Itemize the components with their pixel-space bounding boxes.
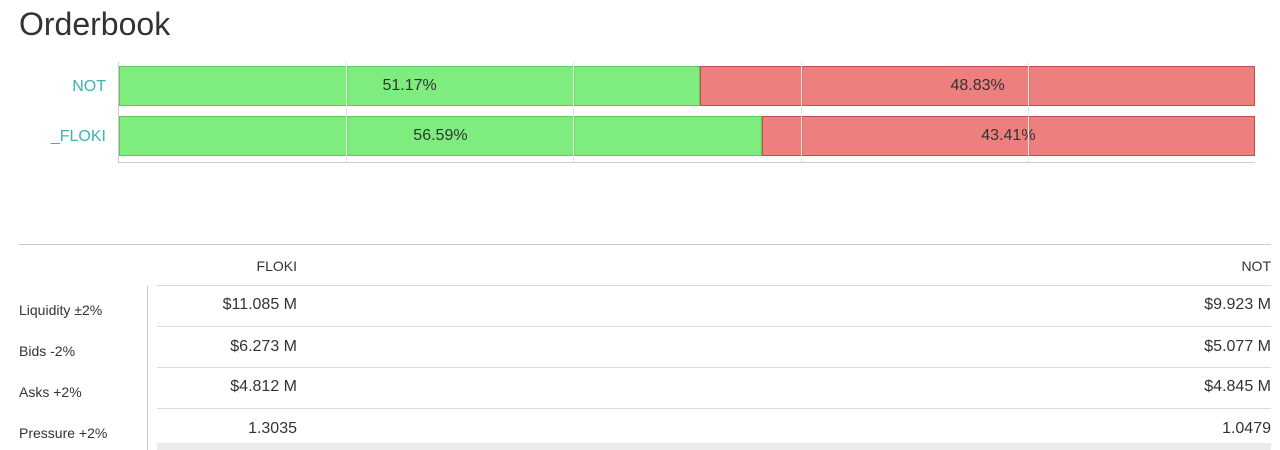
horizontal-scrollbar[interactable] — [157, 443, 1271, 450]
category-label-not: NOT — [72, 78, 106, 95]
cell-not-asks: $4.845 M — [1204, 378, 1271, 395]
chart-gridline — [1027, 62, 1029, 162]
row-label-pressure: Pressure +2% — [19, 425, 108, 441]
chart-gridline — [346, 62, 348, 162]
cell-not-pressure: 1.0479 — [1222, 420, 1271, 437]
table-vertical-divider — [147, 286, 148, 450]
bar-label: 51.17% — [382, 77, 437, 94]
bar-bid-not[interactable]: 51.17% — [119, 66, 701, 106]
bar-bid-floki[interactable]: 56.59% — [119, 116, 762, 156]
row-divider — [157, 326, 1271, 327]
cell-floki-bids: $6.273 M — [230, 338, 297, 355]
column-header-floki: FLOKI — [256, 258, 297, 274]
cell-not-liquidity: $9.923 M — [1204, 296, 1271, 313]
bar-gridline — [1028, 67, 1030, 105]
row-divider — [157, 285, 1271, 286]
cell-floki-pressure: 1.3035 — [248, 420, 297, 437]
row-label-liquidity: Liquidity ±2% — [19, 302, 103, 318]
row-divider — [157, 408, 1271, 409]
table-divider — [19, 244, 1271, 245]
bar-gridline — [801, 117, 803, 155]
row-label-asks: Asks +2% — [19, 384, 82, 400]
row-label-bids: Bids -2% — [19, 343, 76, 359]
bar-ask-floki[interactable]: 43.41% — [761, 116, 1255, 156]
chart-gridline — [573, 62, 575, 162]
bar-label: 43.41% — [981, 127, 1036, 144]
bar-label: 48.83% — [950, 77, 1005, 94]
cell-floki-liquidity: $11.085 M — [222, 296, 297, 313]
bar-gridline — [347, 67, 349, 105]
bar-gridline — [801, 67, 803, 105]
column-header-not: NOT — [1241, 258, 1271, 274]
bar-gridline — [1028, 117, 1030, 155]
cell-not-bids: $5.077 M — [1204, 338, 1271, 355]
orderbook-chart: NOT _FLOKI 51.17% 48.83% 56.59% 43.41% — [0, 0, 1280, 200]
bar-ask-not[interactable]: 48.83% — [700, 66, 1255, 106]
chart-gridline — [800, 62, 802, 162]
page-title: Orderbook — [19, 6, 171, 42]
cell-floki-asks: $4.812 M — [230, 378, 297, 395]
bar-gridline — [574, 67, 576, 105]
bar-label: 56.59% — [413, 127, 468, 144]
chart-plot-area: 51.17% 48.83% 56.59% 43.41% — [118, 62, 1255, 163]
bar-gridline — [574, 117, 576, 155]
bar-gridline — [347, 117, 349, 155]
category-label-floki: _FLOKI — [50, 128, 106, 145]
row-divider — [157, 367, 1271, 368]
